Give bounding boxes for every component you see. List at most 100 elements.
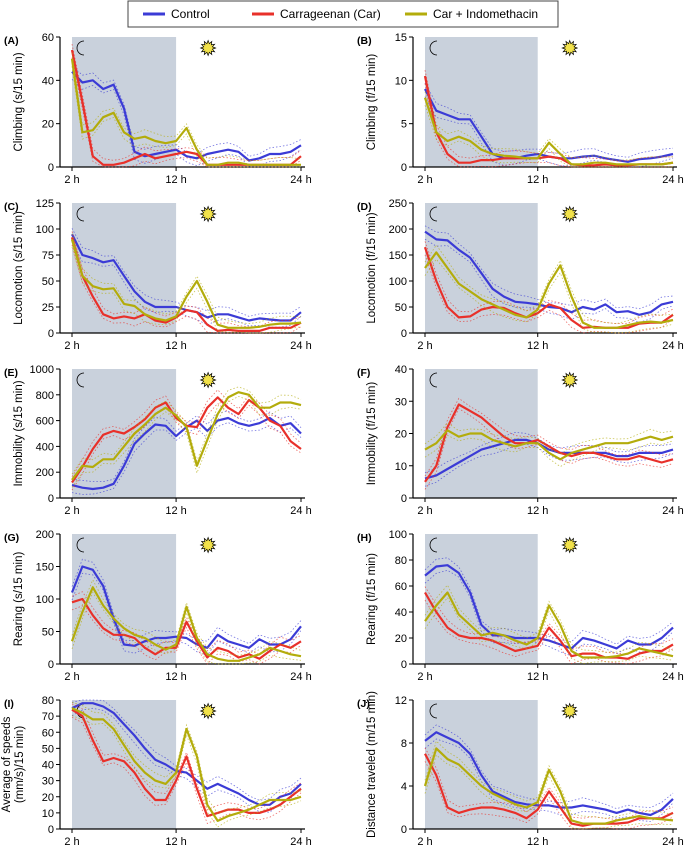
y-tick-label: 30 xyxy=(42,776,54,788)
dark-phase-shading xyxy=(425,700,538,829)
panel-label: (I) xyxy=(4,698,14,710)
dark-phase-shading xyxy=(72,203,177,333)
sun-icon xyxy=(199,702,217,720)
y-axis-label: Climbing (s/15 min) xyxy=(13,52,25,151)
moon-icon xyxy=(429,703,438,719)
series-line-control xyxy=(424,230,674,316)
error-band-upper xyxy=(71,591,302,655)
error-band-lower xyxy=(71,422,302,495)
y-tick-label: 50 xyxy=(42,743,54,755)
error-band-upper xyxy=(424,431,674,474)
error-band-lower xyxy=(71,246,302,334)
error-band-lower xyxy=(71,57,302,168)
x-tick-label: 12 h xyxy=(527,671,548,683)
error-band-upper xyxy=(71,701,302,814)
series-line-car-indomethacin xyxy=(424,251,674,329)
error-band-lower xyxy=(424,596,674,665)
series-line-car-indomethacin xyxy=(424,429,674,461)
error-band-upper xyxy=(71,52,302,162)
y-tick-label: 400 xyxy=(36,441,54,453)
x-tick-label: 2 h xyxy=(417,174,432,186)
legend-label: Carrageenan (Car) xyxy=(280,7,381,21)
y-tick-label: 20 xyxy=(395,429,407,441)
y-tick-label: 8 xyxy=(401,738,407,750)
y-tick-label: 0 xyxy=(401,493,407,505)
error-band-upper xyxy=(424,82,674,158)
sun-icon xyxy=(199,205,217,223)
chart-panel-h: (H) 0 20 40 60 80 100 2 h 12 h 24 h Rearing (f/15 … xyxy=(357,529,684,683)
y-tick-label: 80 xyxy=(395,555,407,567)
y-tick-label: 10 xyxy=(395,461,407,473)
x-tick-label: 2 h xyxy=(417,671,432,683)
chart-panel-a: (A) 0 20 40 60 2 h 12 h 24 h Climbing (s/15 min) xyxy=(4,32,312,186)
dark-phase-shading xyxy=(425,37,538,167)
error-band-lower xyxy=(424,754,674,830)
error-band-lower xyxy=(71,402,302,491)
x-tick-label: 2 h xyxy=(417,836,432,845)
y-tick-label: 40 xyxy=(42,75,54,87)
y-tick-label: 0 xyxy=(48,162,54,174)
error-band-upper xyxy=(71,233,302,325)
error-band-upper xyxy=(71,558,302,645)
panel-label: (B) xyxy=(357,35,372,47)
y-tick-label: 20 xyxy=(395,633,407,645)
x-tick-label: 24 h xyxy=(662,505,683,517)
error-band-upper xyxy=(424,225,674,310)
dark-phase-shading xyxy=(72,37,177,167)
series-line-car-indomethacin xyxy=(423,747,674,825)
y-axis-label: Locomotion (s/15 min) xyxy=(13,211,25,325)
y-tick-label: 75 xyxy=(42,250,54,262)
sun-icon xyxy=(199,371,217,389)
sun-icon xyxy=(561,39,579,57)
y-tick-label: 12 xyxy=(395,695,407,707)
x-tick-label: 12 h xyxy=(165,174,186,186)
y-tick-label: 150 xyxy=(389,250,407,262)
error-band-upper xyxy=(71,699,302,801)
y-tick-label: 25 xyxy=(42,302,54,314)
series-line-carrageenan-car xyxy=(70,237,302,332)
chart-panel-d: (D) 0 50 100 150 200 250 2 h 12 h 24 h Locomotion … xyxy=(357,198,684,352)
x-tick-label: 24 h xyxy=(290,836,311,845)
x-tick-label: 24 h xyxy=(290,671,311,683)
moon-icon xyxy=(76,372,85,388)
series-line-carrageenan-car xyxy=(424,403,674,483)
moon-icon xyxy=(429,537,438,553)
x-tick-label: 24 h xyxy=(290,174,311,186)
panel-label: (E) xyxy=(4,367,18,379)
y-tick-label: 800 xyxy=(36,390,54,402)
x-tick-label: 12 h xyxy=(165,671,186,683)
sun-icon xyxy=(561,371,579,389)
chart-panel-b: (B) 0 5 10 15 2 h 12 h 24 h Climbing (f/15 min) xyxy=(357,32,684,186)
y-axis-label: (mm/s)/15 min) xyxy=(14,726,26,803)
series-line-car-indomethacin xyxy=(71,707,302,823)
series-line-carrageenan-car xyxy=(424,591,674,660)
x-tick-label: 2 h xyxy=(64,340,79,352)
moon-icon xyxy=(76,537,85,553)
y-tick-label: 100 xyxy=(389,529,407,541)
y-axis-label: Immobility (s/15 min) xyxy=(13,380,25,486)
y-tick-label: 20 xyxy=(42,119,54,131)
x-tick-label: 12 h xyxy=(527,836,548,845)
error-band-lower xyxy=(71,244,302,334)
series-line-control xyxy=(71,702,302,806)
y-tick-label: 5 xyxy=(401,119,407,131)
y-tick-label: 0 xyxy=(48,328,54,340)
y-tick-label: 60 xyxy=(395,581,407,593)
y-axis-label: Distance traveled (m/15 min) xyxy=(366,691,378,838)
series-line-car-indomethacin xyxy=(70,586,302,662)
sun-icon xyxy=(199,39,217,57)
x-tick-label: 12 h xyxy=(527,505,548,517)
error-band-upper xyxy=(71,65,302,157)
y-tick-label: 50 xyxy=(395,302,407,314)
panel-label: (A) xyxy=(4,35,19,47)
panels: (A) 0 20 40 60 2 h 12 h 24 h Climbing (s/15 min)… xyxy=(1,32,684,845)
y-tick-label: 60 xyxy=(42,727,54,739)
moon-icon xyxy=(429,372,438,388)
x-tick-label: 2 h xyxy=(64,671,79,683)
y-tick-label: 0 xyxy=(401,162,407,174)
y-tick-label: 30 xyxy=(395,396,407,408)
series-line-car-indomethacin xyxy=(423,97,674,166)
y-tick-label: 40 xyxy=(395,364,407,376)
x-tick-label: 2 h xyxy=(64,174,79,186)
